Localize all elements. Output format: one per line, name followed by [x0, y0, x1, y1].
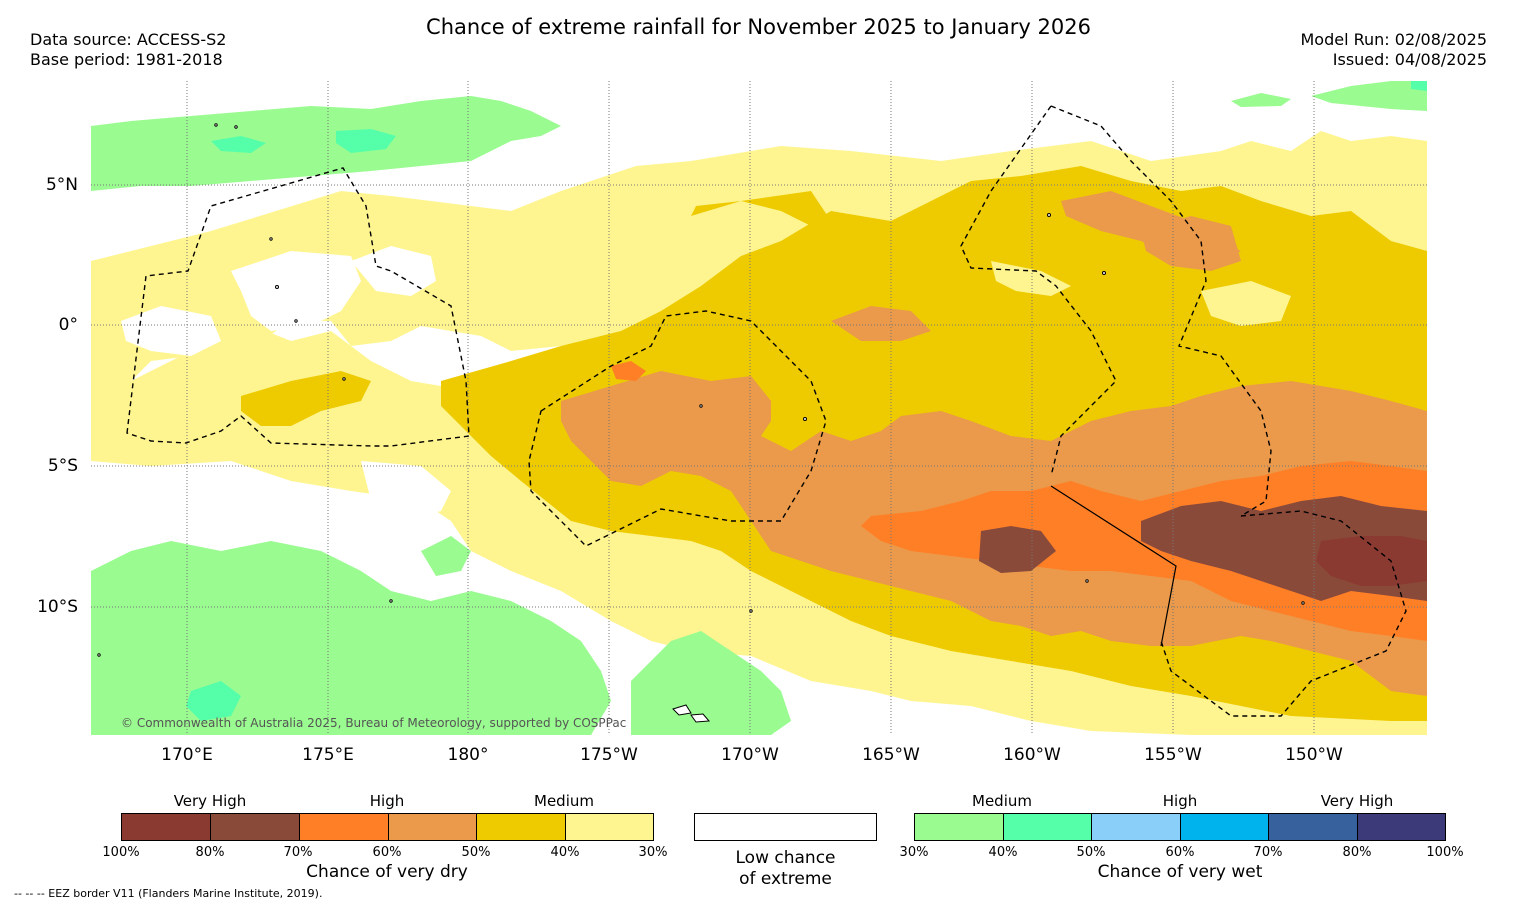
legend-wet-tick-40: 40% — [988, 845, 1018, 860]
eez-kiribati-gilberts — [126, 167, 470, 447]
region-wet-medium-ne2 — [1231, 93, 1291, 107]
legend-dry-cat-medium: Medium — [534, 792, 594, 810]
eez-kiribati-line-north — [960, 105, 1117, 477]
region-dry-very-high-west — [979, 526, 1056, 573]
lon-label-175e: 175°E — [302, 745, 354, 765]
region-wet-medium-dark-2 — [336, 129, 396, 153]
region-low-chance-hole-4 — [351, 246, 436, 296]
lon-label-175w: 175°W — [580, 745, 638, 765]
base-period: Base period: 1981-2018 — [30, 50, 223, 69]
legend-dry-tick-70: 70% — [283, 845, 313, 860]
legend-dry-tick-100: 100% — [102, 845, 140, 860]
lon-label-155w: 155°W — [1144, 745, 1202, 765]
legend-dry-tick-60: 60% — [372, 845, 402, 860]
model-run: Model Run: 02/08/2025 — [1300, 30, 1488, 49]
region-low-chance-hole-2 — [121, 306, 221, 356]
region-low-chance-hole-3 — [361, 461, 451, 521]
eez-borders — [126, 105, 1407, 717]
legend-low-line2: of extreme — [739, 869, 832, 889]
region-dry-medium-north — [691, 191, 831, 226]
eez-kiribati-line — [1050, 105, 1407, 717]
region-dry-light-hole-1 — [991, 261, 1071, 296]
legend-dry-swatch-100 — [121, 813, 211, 841]
lon-label-170w: 170°W — [721, 745, 779, 765]
legend-low-title: Low chance of extreme — [694, 848, 877, 890]
legend-dry-tick-50: 50% — [461, 845, 491, 860]
region-wet-medium-nw — [91, 96, 561, 191]
legend-dry-swatch-60 — [388, 813, 478, 841]
region-dry-high-light-mid — [831, 306, 931, 341]
region-wet-medium-dark-1 — [211, 136, 266, 153]
lon-label-180: 180° — [447, 745, 489, 765]
region-dry-medium-west — [241, 371, 371, 426]
islands — [97, 123, 1305, 723]
eez-note: -- -- -- EEZ border V11 (Flanders Marine… — [14, 887, 323, 900]
legend-dry-tick-40: 40% — [550, 845, 580, 860]
region-dry-very-high-core — [1316, 536, 1427, 586]
legend-wet-swatch-80 — [1357, 813, 1446, 841]
lon-label-160w: 160°W — [1003, 745, 1061, 765]
legend-dry-swatch-70 — [299, 813, 389, 841]
legend-dry-title: Chance of very dry — [306, 862, 468, 882]
map-title: Chance of extreme rainfall for November … — [426, 15, 1091, 39]
rainfall-map — [91, 81, 1427, 735]
legend-dry-cat-high: High — [369, 792, 405, 810]
legend-dry-swatch-40 — [565, 813, 654, 841]
lat-label-0: 0° — [58, 315, 78, 335]
region-dry-high-small — [611, 361, 646, 381]
legend-wet-title: Chance of very wet — [1097, 862, 1263, 882]
legend-wet-tick-50: 50% — [1076, 845, 1106, 860]
legend-wet-swatch-40 — [1003, 813, 1093, 841]
region-wet-medium-ne — [1311, 81, 1427, 111]
legend-wet-swatch-60 — [1180, 813, 1270, 841]
legend-wet-cat-high: High — [1162, 792, 1198, 810]
legend-dry-tick-80: 80% — [195, 845, 225, 860]
copyright-notice: © Commonwealth of Australia 2025, Bureau… — [121, 716, 627, 730]
legend-wet-tick-80: 80% — [1342, 845, 1372, 860]
island-samoa-2 — [690, 713, 711, 723]
legend-low-swatch — [694, 813, 877, 841]
lat-label-10s: 10°S — [37, 597, 78, 617]
legend-dry-swatch-80 — [210, 813, 300, 841]
lat-label-5n: 5°N — [45, 175, 78, 195]
legend-low-line1: Low chance — [735, 848, 836, 868]
lon-label-150w: 150°W — [1285, 745, 1343, 765]
legend-dry-cat-very-high: Very High — [173, 792, 247, 810]
legend-wet-tick-60: 60% — [1165, 845, 1195, 860]
issued-date: Issued: 04/08/2025 — [1332, 50, 1487, 69]
run-info: Model Run: 02/08/2025 Issued: 04/08/2025 — [1301, 30, 1488, 70]
legend-wet-cat-very-high: Very High — [1320, 792, 1394, 810]
region-wet-medium-island — [421, 536, 471, 576]
legend-wet-swatch-50 — [1091, 813, 1181, 841]
lon-label-170e: 170°E — [161, 745, 213, 765]
data-source: Data source: ACCESS-S2 — [30, 30, 227, 49]
legend-wet-swatch-70 — [1268, 813, 1358, 841]
region-wet-medium-s — [631, 631, 791, 735]
eez-solid-border — [1050, 485, 1177, 647]
legend-dry-tick-30: 30% — [638, 845, 668, 860]
legend-wet-tick-100: 100% — [1426, 845, 1464, 860]
region-dry-light-hole-2 — [1201, 281, 1291, 326]
graticule — [91, 81, 1427, 735]
legend-wet-swatch-30 — [914, 813, 1004, 841]
lat-label-5s: 5°S — [47, 456, 78, 476]
region-wet-medium-dark-3 — [186, 681, 241, 721]
data-info: Data source: ACCESS-S2 Base period: 1981… — [30, 30, 226, 70]
legend-wet-cat-medium: Medium — [972, 792, 1032, 810]
legend-dry-swatch-50 — [476, 813, 566, 841]
island-samoa-1 — [672, 704, 692, 716]
eez-kiribati-phoenix — [528, 310, 827, 547]
legend-wet-tick-70: 70% — [1253, 845, 1283, 860]
legend-wet-tick-30: 30% — [899, 845, 929, 860]
lon-label-165w: 165°W — [862, 745, 920, 765]
region-wet-medium-dark-4 — [1411, 81, 1427, 91]
region-dry-high-light-ne — [1141, 216, 1241, 271]
